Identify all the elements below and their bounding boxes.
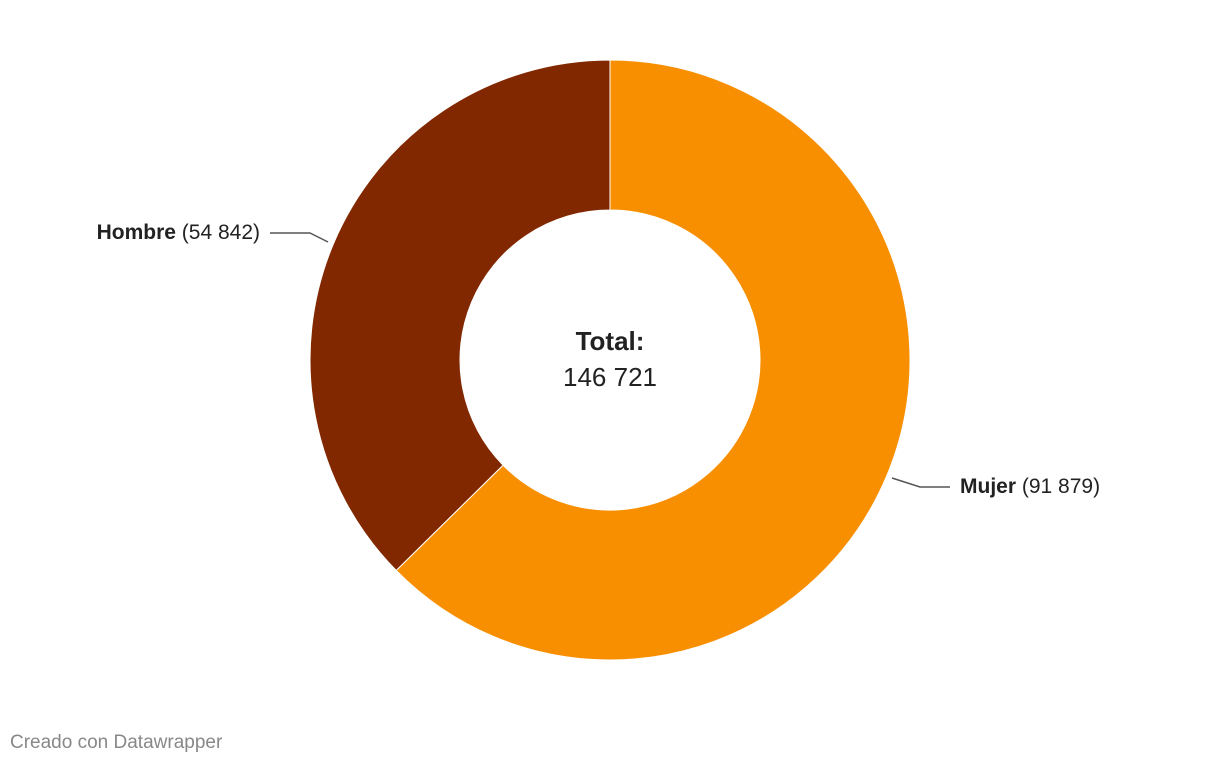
slice-label: Hombre (54 842)	[97, 221, 260, 244]
footer: Creado con Datawrapper	[10, 732, 223, 753]
center-value: 146 721	[563, 362, 657, 392]
slice	[395, 59, 911, 661]
slice-label: Mujer (91 879)	[960, 475, 1100, 498]
slice-value: (54 842)	[182, 221, 260, 244]
slice-name: Hombre	[97, 221, 176, 244]
leader-line	[891, 477, 950, 488]
slice-value: (91 879)	[1022, 475, 1100, 498]
slice	[309, 59, 611, 572]
slice-name: Mujer	[960, 475, 1016, 498]
center-label: Total:	[576, 326, 645, 356]
leader-line	[270, 232, 329, 243]
